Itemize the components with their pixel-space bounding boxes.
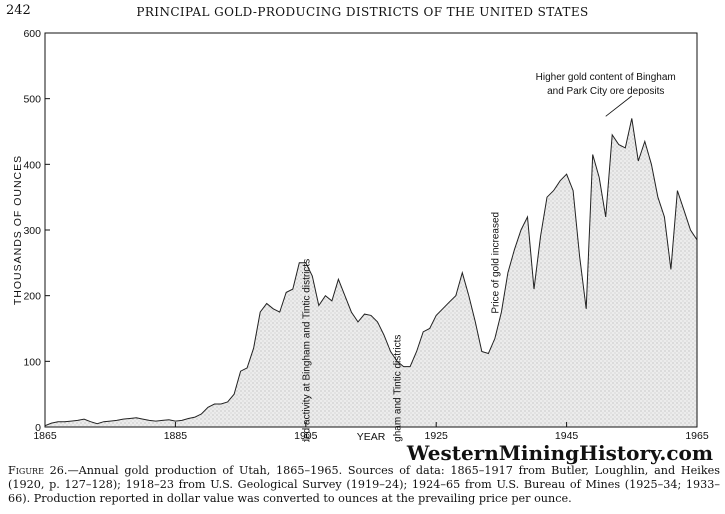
y-tick-label: 100 xyxy=(23,356,41,368)
x-tick-label: 1885 xyxy=(164,430,188,442)
caption-label: Figure 26. xyxy=(8,464,68,477)
annotation-leader-line xyxy=(605,95,632,117)
annotation-higher-content-line2: and Park City ore deposits xyxy=(547,86,664,97)
annotation-expanded-activity: Expanded activity at Bingham and Tintic … xyxy=(301,259,312,442)
running-head: PRINCIPAL GOLD-PRODUCING DISTRICTS OF TH… xyxy=(136,5,589,19)
y-axis-label: THOUSANDS OF OUNCES xyxy=(12,155,24,305)
annotation-decline: Decline at Bingham and Tintic districts xyxy=(393,335,404,442)
y-tick-label: 0 xyxy=(35,422,41,434)
x-tick-label: 1865 xyxy=(33,430,57,442)
caption-text: —Annual gold production of Utah, 1865–19… xyxy=(8,464,720,505)
y-tick-label: 300 xyxy=(23,225,41,237)
x-axis-label: YEAR xyxy=(357,431,386,442)
y-tick-label: 200 xyxy=(23,291,41,303)
production-area xyxy=(45,118,697,428)
annotation-higher-content-line1: Higher gold content of Bingham xyxy=(536,72,676,83)
annotation-price-increase: Price of gold increased xyxy=(490,212,501,314)
production-line xyxy=(44,118,698,427)
gold-production-chart: 0 100 200 300 400 500 600 1865 1885 1905 1925 1945… xyxy=(12,28,709,442)
page-number: 242 xyxy=(6,3,31,18)
x-tick-label: 1945 xyxy=(555,430,579,442)
x-tick-label: 1965 xyxy=(685,430,709,442)
figure-caption: Figure 26.—Annual gold production of Uta… xyxy=(8,464,720,506)
x-tick-label: 1905 xyxy=(294,430,318,442)
watermark: WesternMiningHistory.com xyxy=(406,441,713,465)
x-tick-label: 1925 xyxy=(425,430,449,442)
y-tick-label: 600 xyxy=(23,28,41,40)
y-tick-label: 400 xyxy=(23,159,41,171)
y-tick-label: 500 xyxy=(23,94,41,106)
